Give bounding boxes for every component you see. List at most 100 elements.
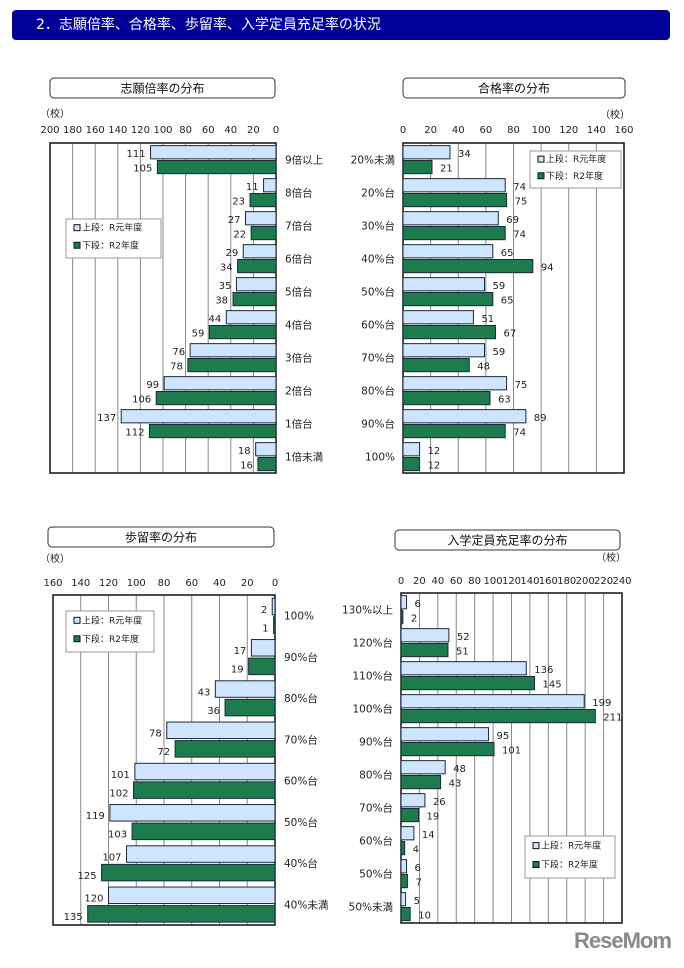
tick-label: 60 [480, 125, 493, 136]
bar-r1 [134, 762, 276, 781]
value-label: 211 [603, 713, 622, 724]
bar-r1 [150, 145, 277, 160]
plot-frame [402, 142, 625, 474]
legend-swatch [73, 224, 81, 232]
chart-title-box [49, 77, 276, 99]
category-label: 4倍台 [285, 319, 313, 332]
value-label: 34 [220, 263, 233, 274]
bar-r2 [402, 291, 494, 307]
bar-r1 [400, 727, 489, 742]
category-label: 40%未満 [284, 899, 329, 911]
value-label: 1 [262, 623, 268, 634]
bar-r2 [156, 159, 277, 175]
value-label: 18 [238, 446, 251, 457]
resemom-logo: ReseMom [574, 928, 672, 953]
bar-r1 [402, 277, 485, 292]
legend-box [529, 150, 622, 189]
category-label: 110%台 [352, 670, 393, 683]
category-label: 20%台 [361, 187, 395, 200]
value-label: 23 [232, 197, 245, 208]
tick-label: 20 [424, 125, 437, 136]
bar-r1 [225, 310, 277, 325]
bar-r2 [187, 357, 277, 373]
value-label: 16 [240, 461, 253, 472]
tick-label: 0 [273, 125, 279, 136]
bar-r2 [273, 616, 276, 634]
chart-title-box [47, 526, 275, 548]
tick-label: 220 [594, 576, 613, 587]
category-label: 8倍台 [285, 187, 313, 200]
bar-r2 [208, 324, 277, 340]
value-label: 74 [513, 428, 526, 439]
legend-label: 下段：R2年度 [82, 633, 139, 645]
chart-title: 入学定員充足率の分布 [447, 533, 567, 548]
category-label: 80%台 [361, 385, 395, 398]
legend-swatch [73, 635, 81, 643]
value-label: 107 [102, 852, 121, 863]
value-label: 52 [457, 632, 470, 643]
bar-r1 [250, 639, 276, 657]
value-label: 72 [157, 747, 170, 758]
tick-label: 100 [484, 576, 503, 587]
bar-r1 [109, 804, 276, 822]
bar-r2 [402, 159, 433, 175]
bar-r1 [120, 409, 277, 424]
bar-r2 [402, 258, 534, 274]
bar-r2 [232, 291, 277, 307]
value-label: 17 [234, 646, 247, 657]
bar-r1 [400, 793, 426, 808]
bar-r1 [402, 244, 494, 259]
tick-label: 0 [400, 125, 406, 136]
category-label: 20%未満 [351, 155, 396, 167]
value-label: 75 [515, 380, 528, 391]
tick-label: 100 [153, 125, 172, 136]
tick-label: 0 [398, 576, 404, 587]
category-label: 5倍台 [285, 286, 313, 299]
tick-label: 40 [452, 125, 465, 136]
value-label: 48 [477, 362, 490, 373]
bar-r2 [400, 873, 408, 889]
value-label: 38 [215, 296, 228, 307]
bar-r2 [402, 192, 508, 208]
section-header: 2．志願倍率、合格率、歩留率、入学定員充足率の状況 [12, 10, 670, 40]
tick-label: 80 [468, 576, 481, 587]
bar-r2 [400, 906, 411, 922]
plot-frame [49, 142, 277, 474]
bar-r2 [400, 840, 406, 856]
value-label: 65 [501, 296, 514, 307]
value-label: 101 [502, 746, 521, 757]
bar-r1 [402, 442, 421, 457]
bar-r1 [400, 859, 408, 874]
chart-3: 歩留率の分布 （校） 0 20 40 60 80 100 120 140 160 100% 2 1 90%台… [40, 526, 329, 926]
unit-label: （校） [40, 552, 70, 565]
tick-label: 120 [502, 576, 521, 587]
category-label: 30%台 [361, 220, 395, 233]
value-label: 34 [458, 149, 471, 160]
value-label: 12 [428, 461, 441, 472]
value-label: 103 [108, 830, 127, 841]
value-label: 35 [219, 281, 232, 292]
bar-r2 [131, 822, 276, 841]
chart-title-box [394, 529, 621, 551]
chart-title-box [402, 77, 626, 99]
tick-label: 240 [612, 576, 631, 587]
bar-r1 [263, 178, 277, 193]
unit-label: （校） [596, 551, 626, 564]
bar-r2 [101, 863, 276, 882]
legend-box [524, 835, 616, 879]
chart-1: 志願倍率の分布（校）0204060801001201401601802009倍以… [40, 77, 324, 474]
legend-label: 下段：R2年度 [546, 170, 603, 182]
tick-label: 20 [241, 578, 254, 589]
category-label: 80%台 [284, 692, 318, 705]
value-label: 19 [231, 665, 244, 676]
tick-label: 40 [431, 576, 444, 587]
category-label: 50%台 [361, 286, 395, 299]
tick-label: 140 [587, 125, 606, 136]
legend-label: 上段：R元年度 [82, 222, 142, 234]
legend-box [65, 610, 155, 653]
category-label: 60%台 [359, 835, 393, 848]
